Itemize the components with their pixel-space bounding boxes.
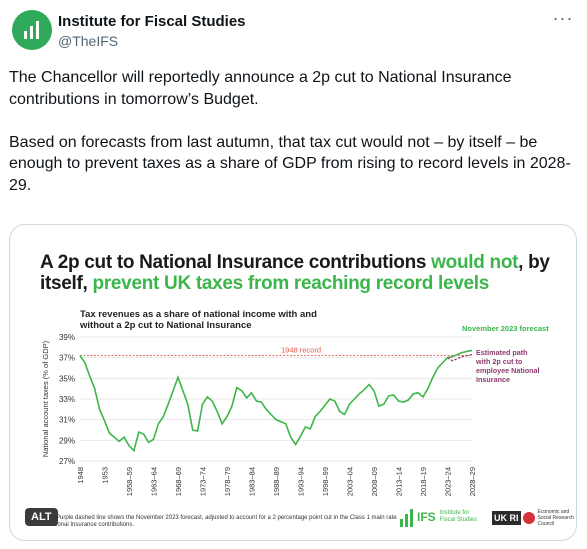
chart-footnote: Note: Purple dashed line shows the Novem… bbox=[40, 515, 397, 528]
estimated-annotation-line: with 2p cut to bbox=[475, 357, 523, 366]
esrc-logo-subtitle: Economic and Social Research Council bbox=[537, 509, 574, 527]
forecast-annotation: November 2023 forecast bbox=[462, 324, 549, 333]
x-tick-label: 1988–89 bbox=[272, 467, 281, 496]
more-options-icon[interactable]: ··· bbox=[552, 7, 574, 28]
x-tick-label: 2008–09 bbox=[370, 467, 379, 496]
author-name[interactable]: Institute for Fiscal Studies bbox=[58, 13, 246, 30]
series-line-forecast bbox=[447, 349, 473, 359]
y-tick-label: 37% bbox=[59, 354, 75, 363]
esrc-dot-icon bbox=[522, 512, 535, 524]
x-tick-label: 2018–19 bbox=[419, 467, 428, 496]
y-tick-label: 31% bbox=[59, 416, 75, 425]
x-tick-label: 1983–84 bbox=[248, 467, 257, 496]
x-tick-label: 1953 bbox=[101, 467, 110, 484]
x-tick-label: 1993–94 bbox=[297, 467, 306, 496]
y-tick-label: 33% bbox=[59, 395, 75, 404]
ukri-logo-text: UK RI bbox=[492, 511, 521, 525]
x-tick-label: 1968–69 bbox=[174, 467, 183, 496]
ifs-logo-bars-icon bbox=[400, 507, 413, 527]
x-tick-label: 1948 bbox=[76, 467, 85, 484]
series-line-estimated bbox=[447, 353, 473, 362]
author-block: Institute for Fiscal Studies @TheIFS bbox=[58, 12, 246, 51]
media-card[interactable]: A 2p cut to National Insurance contribut… bbox=[9, 224, 577, 541]
ifs-logo-text: IFS bbox=[417, 510, 436, 524]
y-tick-label: 29% bbox=[59, 436, 75, 445]
record-label: 1948 record bbox=[281, 346, 321, 355]
x-tick-label: 1998–99 bbox=[321, 467, 330, 496]
tweet-text: The Chancellor will reportedly announce … bbox=[9, 69, 571, 194]
y-tick-label: 39% bbox=[59, 333, 75, 342]
esrc-logo: UK RI Economic and Social Research Counc… bbox=[492, 509, 576, 527]
headline-green1: would not bbox=[431, 252, 519, 273]
x-tick-label: 1978–79 bbox=[223, 467, 232, 496]
alt-text-button[interactable]: ALT bbox=[25, 508, 58, 526]
ifs-bars-icon bbox=[24, 21, 39, 39]
estimated-annotation-line: Insurance bbox=[476, 375, 510, 384]
estimated-annotation-line: employee National bbox=[476, 366, 540, 375]
headline-green2: prevent UK taxes from reaching record le… bbox=[92, 273, 490, 294]
author-handle[interactable]: @TheIFS bbox=[58, 33, 119, 49]
estimated-annotation: Estimated path with 2p cut to employee Nat… bbox=[475, 348, 540, 384]
x-tick-label: 2023–24 bbox=[444, 467, 453, 496]
x-tick-label: 2003–04 bbox=[346, 467, 355, 496]
headline-part2: , by itself, bbox=[40, 252, 550, 294]
x-tick-label: 2013–14 bbox=[395, 467, 404, 496]
ifs-logo-subtitle: Institute for Fiscal Studies bbox=[439, 510, 478, 523]
x-tick-label: 1963–64 bbox=[150, 467, 159, 496]
y-axis-label: National account taxes (% of GDP) bbox=[41, 340, 50, 457]
x-tick-label: 1958–59 bbox=[125, 467, 134, 496]
y-tick-label: 35% bbox=[59, 374, 75, 383]
avatar[interactable] bbox=[12, 10, 52, 50]
series-line-historical bbox=[79, 355, 449, 453]
x-tick-label: 2028–29 bbox=[468, 467, 477, 496]
chart-headline: A 2p cut to National Insurance contribut… bbox=[40, 252, 560, 294]
x-tick-label: 1973–74 bbox=[199, 467, 208, 496]
line-chart: 27% 29% 31% 33% 35% 37% 39% National account ta… bbox=[41, 324, 549, 496]
y-tick-label: 27% bbox=[59, 457, 75, 466]
headline-part1: A 2p cut to National Insurance contribut… bbox=[40, 252, 432, 273]
ifs-logo: IFS Institute for Fiscal Studies bbox=[400, 507, 480, 527]
estimated-annotation-line: Estimated path bbox=[476, 348, 528, 357]
chart-title: Tax revenues as a share of national inco… bbox=[80, 309, 317, 331]
